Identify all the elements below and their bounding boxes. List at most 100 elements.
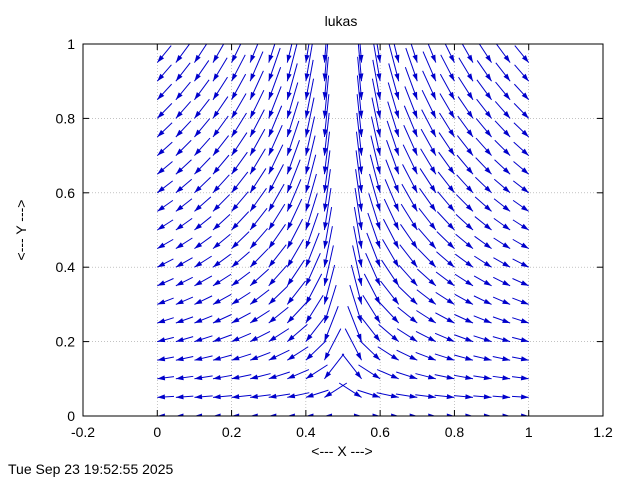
vector-arrow-head <box>394 129 399 137</box>
vector-arrow-head <box>428 413 436 416</box>
vector-arrow-head <box>157 280 166 286</box>
vector-arrow-head <box>286 54 292 63</box>
vector-arrow-head <box>231 110 238 119</box>
vector-arrow-head <box>502 413 511 416</box>
vector-arrow-head <box>502 356 511 362</box>
y-tick-label: 0.6 <box>56 185 76 201</box>
vector-arrow-head <box>157 356 166 362</box>
vector-arrow-head <box>410 240 418 249</box>
vector-arrow-shaft <box>453 44 455 45</box>
vector-arrow-head <box>213 54 219 63</box>
vector-arrow-head <box>194 36 200 44</box>
vector-arrow-head <box>412 54 418 63</box>
vector-arrow-head <box>521 129 529 137</box>
vector-arrow-head <box>287 147 293 156</box>
vector-arrow-head <box>358 184 364 193</box>
vector-arrow-head <box>194 298 203 305</box>
vector-arrow-head <box>483 394 492 400</box>
vector-arrow-head <box>372 372 381 379</box>
vector-arrow-head <box>268 147 275 156</box>
vector-arrow-head <box>194 242 203 249</box>
vector-arrow-head <box>503 73 511 82</box>
vector-arrow-head <box>409 393 418 399</box>
vector-arrow-head <box>194 73 201 82</box>
vector-arrow-head <box>520 337 529 343</box>
vector-arrow-head <box>521 148 529 156</box>
vector-arrow-head <box>446 394 455 400</box>
vector-arrow-head <box>157 337 166 343</box>
y-tick-label: 1 <box>67 36 75 52</box>
vector-arrow-head <box>250 374 259 380</box>
vector-arrow-head <box>322 110 328 119</box>
vector-arrow-head <box>520 242 529 249</box>
vector-arrow-head <box>376 110 382 119</box>
vector-arrow-head <box>357 222 363 230</box>
vector-arrow-head <box>231 54 238 63</box>
vector-arrow-head <box>428 260 436 268</box>
vector-arrow-head <box>428 241 436 249</box>
vector-arrow-head <box>391 334 399 342</box>
vector-arrow-head <box>446 279 455 286</box>
vector-arrow-head <box>483 355 492 361</box>
vector-arrow-head <box>305 36 310 44</box>
y-tick-label: 0.8 <box>56 110 76 126</box>
vector-arrow-head <box>287 240 294 249</box>
vector-arrow-head <box>231 222 239 230</box>
vector-arrow-head <box>375 222 381 230</box>
vector-arrow-head <box>175 148 184 156</box>
vector-arrow-head <box>447 260 455 268</box>
vector-arrow-head <box>194 375 203 381</box>
vector-arrow-head <box>446 298 455 305</box>
vector-arrow-head <box>175 204 184 212</box>
vector-arrow-head <box>305 222 311 230</box>
vector-arrow-head <box>157 36 164 44</box>
vector-arrow-head <box>286 73 292 82</box>
vector-arrow-head <box>305 296 312 305</box>
vector-arrow-head <box>521 186 529 193</box>
vector-arrow-head <box>287 222 293 230</box>
vector-arrow-head <box>520 356 529 362</box>
vector-arrow-head <box>175 223 184 230</box>
vector-arrow-head <box>286 110 292 119</box>
vector-arrow-head <box>373 334 381 342</box>
vector-arrow-head <box>353 413 362 416</box>
vector-arrow-head <box>231 73 238 82</box>
vector-arrow-head <box>231 166 239 175</box>
vector-arrow-head <box>502 167 511 175</box>
vector-arrow-head <box>358 147 364 156</box>
vector-arrow-head <box>483 260 492 268</box>
vector-arrow-head <box>175 129 183 137</box>
vector-arrow-head <box>231 241 239 249</box>
vector-arrow-head <box>502 204 511 212</box>
vector-arrow-head <box>231 203 239 212</box>
vector-arrow-shaft <box>509 44 511 45</box>
vector-arrow-shaft <box>213 44 214 45</box>
vector-arrow-head <box>213 394 221 400</box>
vector-arrow-head <box>411 184 418 193</box>
vector-arrow-head <box>447 241 455 249</box>
vector-arrow-head <box>250 54 256 63</box>
vector-arrow-head <box>231 260 239 268</box>
vector-arrow-head <box>250 129 256 137</box>
vector-arrow-head <box>323 259 329 268</box>
vector-arrow-head <box>250 355 259 361</box>
vector-arrow-head <box>376 54 382 63</box>
vector-arrow-head <box>250 393 258 399</box>
vector-arrow-head <box>390 373 399 379</box>
vector-arrow-head <box>448 129 455 137</box>
vector-arrow-head <box>521 204 529 212</box>
vector-arrow-head <box>390 393 399 399</box>
vector-arrow-shaft <box>287 44 288 45</box>
vector-arrow-head <box>231 279 240 286</box>
vector-arrow-head <box>213 260 221 268</box>
vector-arrow-head <box>427 355 436 361</box>
vector-arrow-head <box>502 185 511 193</box>
vector-arrow-head <box>410 297 418 305</box>
vector-arrow-head <box>175 167 184 175</box>
vector-arrow-head <box>375 240 381 249</box>
vector-arrow-head <box>395 36 400 44</box>
y-tick-label: 0.2 <box>56 334 76 350</box>
vector-arrow-head <box>250 316 258 323</box>
vector-arrow-head <box>268 278 276 286</box>
x-tick-label: -0.2 <box>71 424 95 440</box>
